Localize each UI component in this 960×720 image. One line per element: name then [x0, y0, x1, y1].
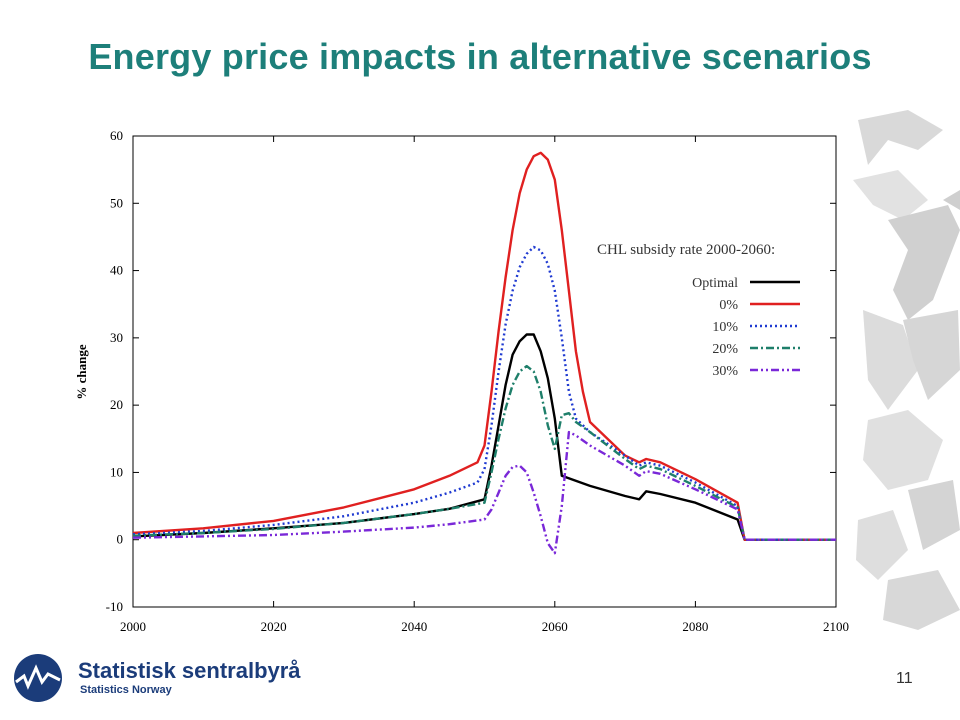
legend-label: 30%: [712, 364, 738, 379]
series-line-0pct: [132, 151, 836, 541]
logo-name: Statistisk sentralbyrå: [78, 658, 301, 683]
logo-globe-icon: [14, 654, 62, 702]
series-line-30pct: [132, 430, 836, 555]
y-tick-label: 40: [110, 263, 123, 278]
y-tick-label: 60: [110, 128, 123, 143]
legend: CHL subsidy rate 2000-2060: Optimal 0% 10%…: [597, 242, 800, 379]
legend-title: CHL subsidy rate 2000-2060:: [597, 242, 775, 258]
y-tick-label: -10: [106, 599, 123, 614]
page-number: 11: [896, 670, 913, 687]
legend-label: Optimal: [692, 276, 738, 291]
line-chart: -10 0 10 20 30 40 50 60 2000 2020 2040 2060 2080 210…: [74, 128, 849, 634]
x-tick-label: 2060: [542, 619, 568, 634]
y-tick-label: 50: [110, 195, 123, 210]
y-tick-label: 20: [110, 397, 123, 412]
y-tick-label: 10: [110, 464, 123, 479]
decorative-artwork: [853, 110, 960, 630]
y-axis-label: % change: [74, 344, 89, 399]
plot-frame: [132, 135, 837, 608]
x-tick-label: 2100: [823, 619, 849, 634]
x-tick-label: 2020: [261, 619, 287, 634]
x-tick-label: 2040: [401, 619, 427, 634]
x-tick-label: 2080: [682, 619, 708, 634]
y-tick-label: 30: [110, 330, 123, 345]
slide-title: Energy price impacts in alternative scen…: [88, 36, 872, 77]
legend-label: 0%: [719, 298, 738, 313]
series-line-20pct: [132, 364, 836, 541]
y-tick-label: 0: [117, 532, 124, 547]
legend-label: 10%: [712, 320, 738, 335]
legend-label: 20%: [712, 342, 738, 357]
logo-subtitle: Statistics Norway: [80, 684, 172, 696]
x-tick-label: 2000: [120, 619, 146, 634]
ssb-logo: [14, 654, 62, 702]
